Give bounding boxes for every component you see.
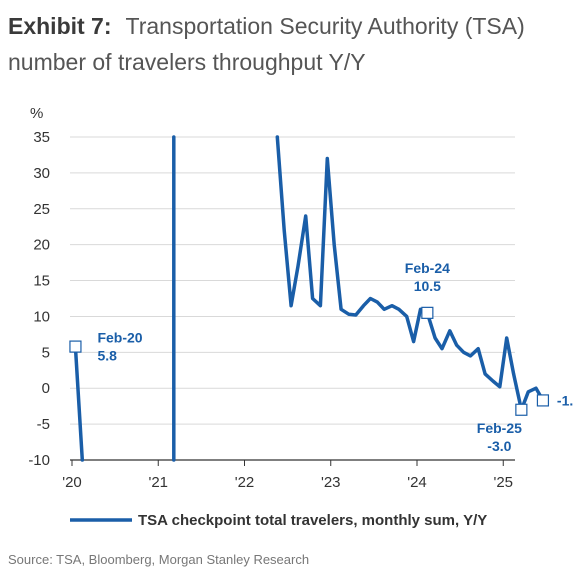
legend-label: TSA checkpoint total travelers, monthly … [138,512,487,529]
x-axis-ticks: '20 '21 '22 '23 '24 '25 [62,460,513,491]
x-tick-label: '22 [235,474,255,491]
annotation-marker [421,306,434,319]
annotation-label: Feb-20 [97,330,142,346]
annotation-value: 5.8 [97,348,117,364]
series-line [275,135,545,412]
series-line [70,343,85,462]
y-tick-label: -10 [28,452,50,469]
chart-title: Exhibit 7: Transportation Security Author… [8,8,563,80]
annotations: Feb-20 5.8 Feb-24 10.5 Feb-25 -3.0 -1.7 [69,260,573,454]
exhibit-label: Exhibit 7: [8,13,112,39]
tsa-line-chart: 35 30 25 20 15 10 5 0 -5 -10 % '20 '21 '22 '23 '24 '25… [28,105,573,529]
annotation-label: Feb-24 [405,260,450,276]
title-text: Transportation Security Authority (TSA) … [8,13,525,75]
annotation-value: -3.0 [487,438,511,454]
source-note: Source: TSA, Bloomberg, Morgan Stanley R… [8,552,310,567]
y-tick-label: 0 [42,380,50,397]
annotation-label: Feb-25 [477,420,522,436]
x-tick-label: '25 [493,474,513,491]
annotation-marker [515,403,528,416]
x-tick-label: '21 [148,474,168,491]
y-tick-label: 5 [42,344,50,361]
series-layer [70,135,545,462]
y-axis-unit-label: % [30,105,43,122]
y-tick-label: 35 [33,129,50,146]
y-tick-label: 30 [33,165,50,182]
y-tick-label: 10 [33,308,50,325]
x-tick-label: '24 [407,474,427,491]
y-tick-label: 20 [33,237,50,254]
y-tick-label: 25 [33,201,50,218]
annotation-value: -1.7 [557,392,573,408]
legend: TSA checkpoint total travelers, monthly … [70,512,487,529]
y-tick-label: -5 [37,416,50,433]
y-axis-ticks: 35 30 25 20 15 10 5 0 -5 -10 [28,129,50,469]
annotation-marker [536,394,550,407]
y-tick-label: 15 [33,273,50,290]
annotation-value: 10.5 [414,278,441,294]
x-tick-label: '20 [62,474,82,491]
annotation-marker [69,340,82,353]
x-tick-label: '23 [321,474,341,491]
